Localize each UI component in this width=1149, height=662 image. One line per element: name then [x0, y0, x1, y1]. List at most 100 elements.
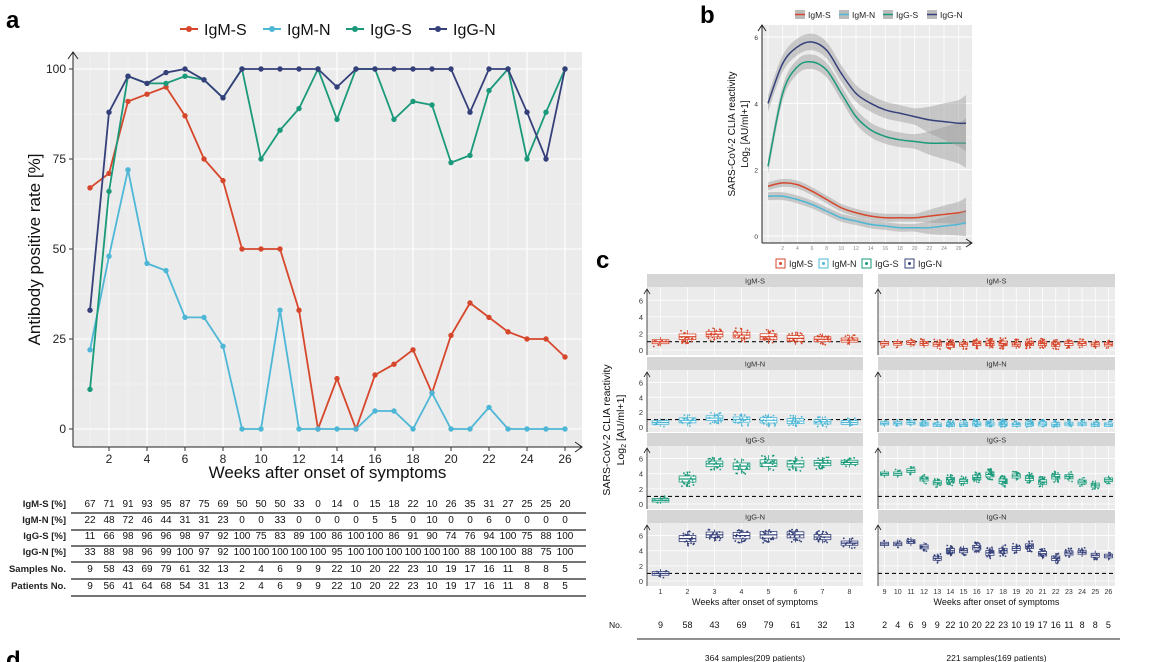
data-point-IgG-S — [277, 127, 283, 133]
confidence-band-IgM-N — [768, 191, 966, 237]
data-point — [1066, 339, 1069, 342]
data-point — [1028, 471, 1031, 474]
sample-count: 8 — [1080, 620, 1085, 630]
table-cell: 11 — [503, 581, 514, 592]
table-cell: 71 — [103, 499, 115, 510]
data-point — [855, 418, 857, 421]
sample-count: 10 — [959, 620, 969, 630]
table-cell: 93 — [141, 499, 153, 510]
data-point — [895, 543, 898, 546]
data-point — [687, 337, 690, 339]
data-point — [848, 540, 851, 543]
table-cell: 25 — [521, 499, 533, 510]
panel-label-b: b — [700, 2, 715, 29]
data-point — [951, 484, 954, 487]
data-point — [938, 344, 941, 347]
data-point — [1026, 550, 1029, 553]
data-point-IgM-N — [486, 404, 492, 411]
data-point — [738, 421, 741, 424]
y-tick-label: 4 — [754, 101, 758, 108]
data-point-IgM-N — [353, 426, 359, 432]
data-point — [987, 472, 990, 475]
data-point — [1067, 341, 1070, 344]
data-point — [792, 416, 795, 419]
data-point — [717, 418, 720, 421]
data-point — [659, 497, 662, 500]
data-point — [1043, 476, 1046, 479]
x-tick-label: 8 — [848, 589, 852, 596]
data-point — [909, 423, 911, 426]
data-point — [986, 477, 989, 480]
data-point — [1043, 547, 1046, 550]
sample-count: 17 — [1038, 620, 1048, 630]
y-tick-label: 4 — [639, 470, 643, 479]
y-axis-arrow — [874, 288, 882, 295]
data-point-IgM-S — [182, 113, 188, 119]
data-point — [1068, 555, 1071, 558]
data-point — [684, 339, 687, 342]
x-tick-label: 18 — [406, 452, 420, 466]
data-point — [656, 420, 659, 423]
x-tick-label: 16 — [973, 589, 981, 596]
data-point — [711, 336, 714, 339]
data-point — [788, 460, 791, 462]
data-point — [965, 421, 968, 424]
data-point — [684, 533, 687, 536]
data-point — [763, 455, 766, 458]
data-point — [978, 543, 981, 545]
y-tick-label: 4 — [639, 547, 643, 556]
data-point — [1028, 547, 1031, 550]
data-point — [718, 412, 721, 415]
data-point — [662, 576, 665, 579]
data-point-IgM-N — [182, 314, 188, 321]
data-point — [735, 472, 738, 475]
data-point — [921, 475, 924, 477]
data-point — [960, 548, 962, 551]
data-point — [800, 540, 803, 543]
data-point — [710, 412, 712, 414]
data-point — [852, 334, 855, 337]
data-point — [951, 480, 954, 482]
x-tick-label: 8 — [825, 246, 828, 252]
data-point — [1028, 475, 1031, 477]
data-point — [976, 419, 979, 421]
data-point — [1069, 476, 1071, 479]
data-point — [978, 479, 981, 481]
data-point — [959, 478, 962, 481]
data-point — [946, 338, 949, 341]
table-cell: 0 — [562, 515, 568, 526]
data-point — [986, 337, 988, 340]
data-point — [1093, 344, 1096, 347]
data-point — [789, 459, 792, 462]
data-point — [951, 343, 954, 345]
data-point — [1056, 338, 1058, 341]
table-cell: 5 — [562, 581, 568, 592]
data-point — [717, 415, 720, 418]
data-point — [815, 468, 818, 470]
data-point — [746, 463, 749, 466]
data-point — [1040, 342, 1043, 345]
data-point — [938, 339, 941, 341]
table-cell: 20 — [559, 499, 571, 510]
data-point — [1070, 547, 1073, 550]
data-point — [976, 541, 979, 544]
data-point — [736, 332, 739, 334]
data-point — [1066, 344, 1069, 347]
data-point — [1004, 544, 1007, 546]
data-point — [1026, 338, 1029, 341]
data-point — [818, 534, 820, 537]
data-point-IgM-S — [524, 336, 530, 342]
table-cell: 48 — [103, 515, 115, 526]
data-point — [1104, 422, 1107, 424]
y-axis-title-line1: SARS-CoV-2 CLIA reactivity — [727, 71, 738, 196]
x-tick-label: 20 — [1026, 589, 1034, 596]
y-tick-label: 2 — [639, 408, 643, 417]
y-tick-label: 6 — [639, 296, 643, 305]
data-point — [680, 336, 683, 339]
table-cell: 98 — [122, 547, 134, 558]
data-point — [933, 338, 936, 341]
x-axis-arrow — [965, 238, 973, 248]
data-point — [766, 338, 769, 340]
data-point — [768, 462, 771, 464]
data-point — [689, 419, 692, 422]
